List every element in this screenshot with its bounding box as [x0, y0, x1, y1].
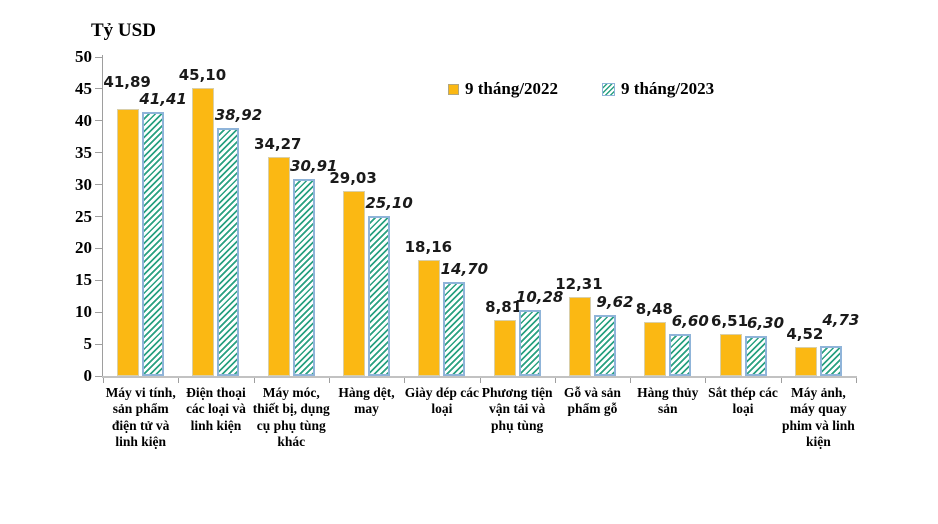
- bar-2023-1: [142, 111, 165, 376]
- y-axis-tick-label: 5: [83, 334, 93, 354]
- legend-label-2023: 9 tháng/2023: [621, 79, 715, 98]
- bar-2022-4: [343, 190, 366, 376]
- y-axis-tick-label: 10: [75, 302, 92, 322]
- y-axis-tick: [95, 120, 102, 122]
- y-axis-tick-label: 25: [75, 206, 92, 226]
- bar-2023-5: [443, 282, 466, 376]
- x-axis-tick: [103, 378, 104, 383]
- value-label-2023-5: 14,70: [440, 260, 489, 279]
- value-label-2023-4: 25,10: [365, 193, 413, 212]
- legend-swatch-2022-solid-square-icon: [448, 83, 459, 95]
- y-axis-tick: [95, 216, 102, 217]
- x-axis-tick: [253, 378, 255, 383]
- x-axis-tick: [178, 378, 180, 383]
- value-label-2023-3: 30,91: [290, 156, 338, 175]
- x-axis-tick: [856, 378, 857, 383]
- category-label-8: Hàng thủy sản: [637, 385, 699, 417]
- bar-2022-2: [192, 88, 215, 376]
- chart-legend: 9 tháng/2022 9 tháng/2023: [448, 79, 714, 99]
- bar-2022-6: [493, 319, 516, 376]
- value-label-2023-1: 41,41: [139, 89, 187, 108]
- x-axis-tick: [404, 378, 406, 383]
- bar-2022-1: [117, 108, 140, 376]
- value-label-2023-9: 6,30: [747, 313, 785, 332]
- y-axis-tick-label: 15: [75, 270, 92, 290]
- category-label-4: Hàng dệt, may: [338, 385, 395, 417]
- x-axis-line: [102, 376, 857, 378]
- bar-2022-7: [568, 297, 591, 376]
- value-label-2022-10: 4,52: [786, 325, 824, 344]
- bar-2023-9: [744, 335, 767, 376]
- category-label-2: Điện thoại các loại và linh kiện: [185, 385, 246, 433]
- bar-2023-7: [593, 314, 616, 376]
- legend-item-2022: 9 tháng/2022: [448, 79, 558, 99]
- value-label-2022-5: 18,16: [404, 238, 453, 257]
- x-axis-tick: [705, 378, 707, 383]
- legend-swatch-2023-hatched-square-icon: [602, 82, 616, 96]
- category-label-3: Máy móc, thiết bị, dụng cụ phụ tùng khác: [252, 385, 330, 450]
- bar-2023-10: [819, 345, 842, 376]
- bar-2023-8: [669, 333, 692, 376]
- bar-2023-2: [217, 127, 240, 376]
- y-axis-tick: [95, 56, 102, 58]
- y-axis-tick-label: 50: [75, 47, 92, 66]
- y-axis-tick-label: 30: [75, 174, 92, 194]
- x-axis-tick: [630, 378, 632, 383]
- y-axis-tick: [95, 88, 102, 90]
- y-axis-tick: [95, 311, 102, 313]
- value-label-2022-2: 45,10: [178, 66, 227, 85]
- bar-2022-3: [267, 157, 290, 376]
- value-label-2022-9: 6,51: [711, 312, 749, 331]
- bar-2022-9: [719, 334, 742, 376]
- y-axis-unit-title: Tỷ USD: [91, 20, 156, 41]
- category-label-5: Giày dép các loại: [404, 385, 479, 417]
- x-axis-tick: [328, 378, 330, 383]
- y-axis-tick-label: 45: [75, 78, 92, 98]
- value-label-2023-10: 4,73: [822, 310, 860, 329]
- x-axis-tick: [780, 378, 782, 383]
- value-label-2022-4: 29,03: [329, 168, 377, 187]
- legend-label-2022: 9 tháng/2022: [465, 79, 559, 98]
- value-label-2023-7: 9,62: [596, 292, 634, 311]
- category-label-10: Máy ảnh, máy quay phim và linh kiện: [781, 385, 855, 450]
- bar-2022-5: [418, 260, 441, 376]
- x-axis-tick: [479, 378, 481, 383]
- bar-2022-10: [794, 347, 817, 376]
- legend-item-2023: 9 tháng/2023: [602, 79, 714, 99]
- value-label-2023-6: 10,28: [515, 288, 564, 307]
- y-axis-tick-label: 20: [75, 238, 92, 258]
- y-axis-tick-label: 40: [75, 110, 92, 130]
- y-axis-line: [102, 55, 103, 378]
- bar-2022-8: [644, 321, 667, 376]
- y-axis-tick: [95, 247, 102, 249]
- category-label-6: Phương tiện vận tải và phụ tùng: [481, 385, 553, 433]
- category-label-7: Gỗ và sản phẩm gỗ: [563, 385, 621, 417]
- y-axis-tick-label: 35: [75, 142, 92, 162]
- y-axis-tick: [95, 375, 102, 377]
- value-label-2023-8: 6,60: [671, 311, 709, 330]
- value-label-2022-7: 12,31: [555, 275, 603, 294]
- bar-2023-3: [292, 178, 315, 376]
- value-label-2022-8: 8,48: [635, 299, 673, 318]
- y-axis-tick-label: 0: [83, 366, 93, 385]
- bar-2023-6: [518, 310, 541, 376]
- x-axis-tick: [554, 378, 556, 383]
- y-axis-tick: [95, 279, 102, 281]
- category-label-9: Sắt thép các loại: [708, 385, 778, 417]
- value-label-2023-2: 38,92: [214, 105, 263, 124]
- bar-2023-4: [368, 215, 391, 376]
- value-label-2022-6: 8,81: [485, 297, 523, 316]
- y-axis-tick: [95, 184, 102, 186]
- category-label-1: Máy vi tính, sản phẩm điện tử và linh ki…: [105, 385, 176, 450]
- value-label-2022-3: 34,27: [254, 135, 302, 154]
- value-label-2022-1: 41,89: [103, 72, 151, 91]
- y-axis-tick: [95, 343, 102, 345]
- y-axis-tick: [95, 152, 102, 154]
